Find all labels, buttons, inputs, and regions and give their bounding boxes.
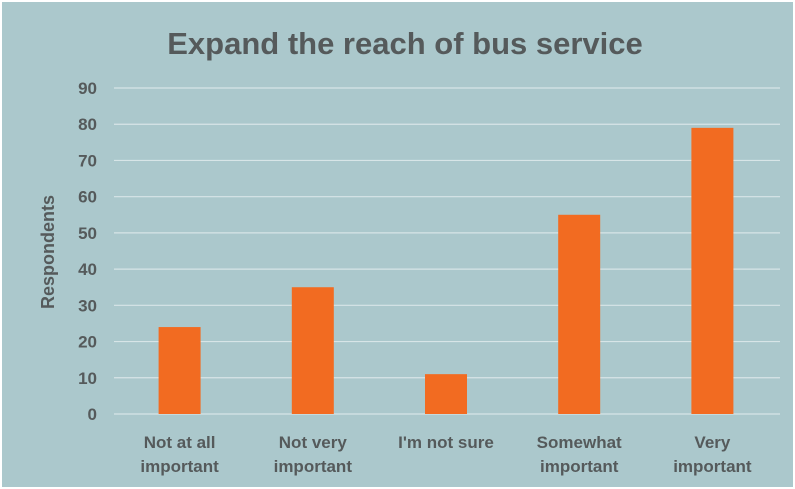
bar [558, 214, 601, 414]
y-tick-label: 20 [78, 333, 97, 352]
y-tick-label: 70 [78, 151, 97, 170]
bar [291, 287, 334, 414]
x-category-label: Not at all [144, 433, 216, 452]
x-category-label: I'm not sure [398, 433, 494, 452]
x-category-label: important [673, 457, 752, 476]
bar [425, 374, 467, 414]
x-category-label: Not very [279, 433, 348, 452]
chart-title: Expand the reach of bus service [167, 26, 643, 61]
bars [158, 127, 734, 414]
gridlines [114, 87, 780, 415]
y-tick-label: 40 [78, 260, 97, 279]
y-tick-label: 60 [78, 188, 97, 207]
x-axis-labels: Not at all important Not very important I'm … [140, 433, 752, 476]
bar [691, 127, 734, 414]
y-tick-label: 0 [88, 405, 97, 424]
x-category-label: important [274, 457, 353, 476]
y-tick-label: 50 [78, 224, 97, 243]
y-tick-label: 30 [78, 296, 97, 315]
x-category-label: Very [694, 433, 730, 452]
y-axis-ticks: 0 10 20 30 40 50 60 70 80 90 [78, 79, 97, 424]
x-category-label: important [540, 457, 619, 476]
x-category-label: important [140, 457, 219, 476]
bar [158, 327, 201, 414]
y-tick-label: 90 [78, 79, 97, 98]
y-axis-title: Respondents [38, 195, 58, 309]
y-tick-label: 80 [78, 115, 97, 134]
y-tick-label: 10 [78, 369, 97, 388]
x-category-label: Somewhat [537, 433, 622, 452]
